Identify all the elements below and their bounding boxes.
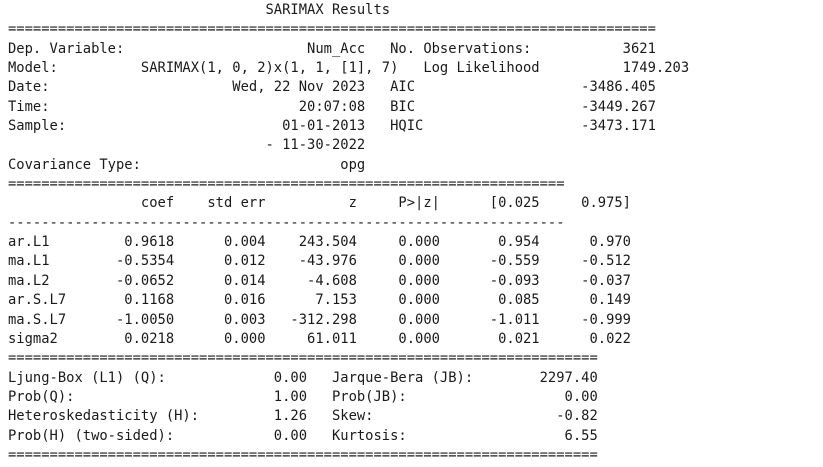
coef-table-row: ma.L1 -0.5354 0.012 -43.976 0.000 -0.559… [8,253,631,270]
rule-double: ========================================… [8,446,598,463]
rule-single: ----------------------------------------… [8,214,565,231]
coef-table-row: ar.S.L7 0.1168 0.016 7.153 0.000 0.085 0… [8,292,631,309]
rule-double: ========================================… [8,176,565,193]
diagnostics-row: Prob(Q): 1.00 Prob(JB): 0.00 [8,388,598,405]
coef-table-row: ma.L2 -0.0652 0.014 -4.608 0.000 -0.093 … [8,272,631,289]
coef-table-header: coef std err z P>|z| [0.025 0.975] [8,195,631,212]
header-row: Date: Wed, 22 Nov 2023 AIC -3486.405 [8,79,656,96]
sarimax-results-report: SARIMAX Results =========================… [8,1,689,465]
header-row: Model: SARIMAX(1, 0, 2)x(1, 1, [1], 7) L… [8,60,690,77]
rule-double: ========================================… [8,21,656,38]
header-row: Covariance Type: opg [8,156,366,173]
header-row: Sample: 01-01-2013 HQIC -3473.171 [8,118,656,135]
header-row: - 11-30-2022 [8,137,366,154]
rule-double: ========================================… [8,350,598,367]
diagnostics-row: Ljung-Box (L1) (Q): 0.00 Jarque-Bera (JB… [8,369,598,386]
header-row: Dep. Variable: Num_Acc No. Observations:… [8,40,656,57]
diagnostics-row: Heteroskedasticity (H): 1.26 Skew: -0.82 [8,408,598,425]
diagnostics-row: Prob(H) (two-sided): 0.00 Kurtosis: 6.55 [8,427,598,444]
coef-table-row: ar.L1 0.9618 0.004 243.504 0.000 0.954 0… [8,234,631,251]
coef-table-row: ma.S.L7 -1.0050 0.003 -312.298 0.000 -1.… [8,311,631,328]
report-title: SARIMAX Results [8,2,391,18]
coef-table-row: sigma2 0.0218 0.000 61.011 0.000 0.021 0… [8,330,631,347]
header-row: Time: 20:07:08 BIC -3449.267 [8,98,656,115]
